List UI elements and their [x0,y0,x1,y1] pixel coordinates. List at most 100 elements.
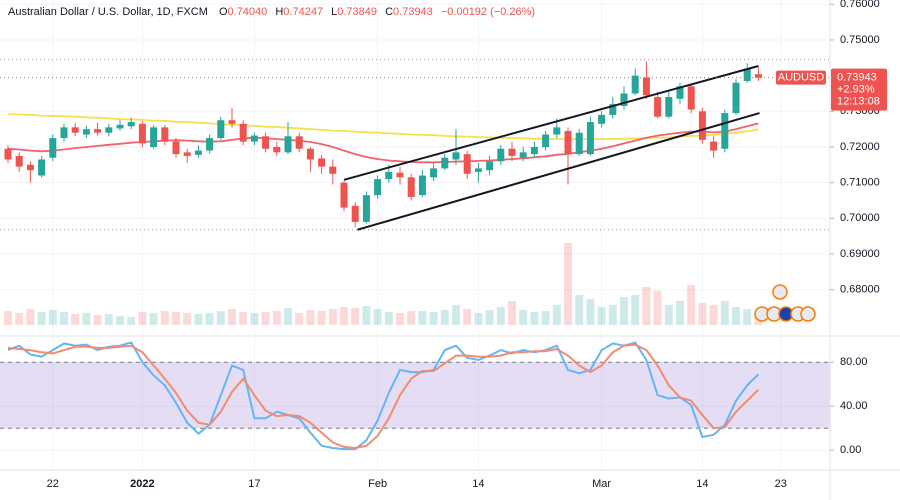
candle-body [250,135,258,142]
axes-layer: 0.680000.690000.700000.710000.720000.730… [47,0,887,490]
volume-bar [239,312,248,325]
price-badge-countdown: 12:13:08 [837,96,880,108]
candle-body [4,148,12,160]
volume-bar [250,313,259,325]
volume-bar [743,309,752,325]
volume-bar [586,299,595,325]
volume-bar [440,310,449,325]
candle-body [329,166,337,174]
x-tick-label: 14 [472,478,484,490]
candle-body [273,146,281,153]
candle-body [385,171,393,180]
event-icon[interactable] [772,284,788,300]
candle-body [508,148,516,156]
candle-body [217,120,225,139]
candle-body [396,172,404,178]
x-tick-label: Feb [368,478,387,490]
ohlc-key: H [275,6,283,18]
volume-bar [149,313,158,325]
candle-body [262,136,270,149]
candle-body [418,175,426,196]
volume-bar [653,291,662,325]
candle-body [575,132,583,155]
candle-body [519,152,527,158]
volume-bar [485,310,494,325]
volume-bar [15,313,24,325]
volume-bar [384,312,393,325]
symbol-title: Australian Dollar / U.S. Dollar, 1D, FXC… [8,6,208,18]
y-tick-label: 80.00 [840,356,868,368]
candle-body [94,129,102,133]
y-tick-label: 0.00 [840,444,861,456]
volume-bar [261,312,270,325]
candle-body [441,157,449,169]
event-icon[interactable] [800,306,816,322]
volume-bar [407,311,416,325]
volume-bar [172,312,180,325]
candle-body [542,134,550,147]
volume-bar [631,295,640,325]
candle-body [306,148,314,160]
volume-bar [687,285,696,325]
oscillator-line [7,343,760,449]
candle-body [530,146,538,155]
candle-body [486,161,494,171]
candle-body [710,141,718,151]
candle-body [228,120,236,124]
plot-layer [0,59,830,451]
volume-bar [709,305,718,325]
volume-bar [429,312,438,325]
x-tick-label: Mar [592,478,611,490]
volume-bar [183,313,192,325]
volume-bar [340,307,348,325]
volume-bar [620,297,628,325]
candle-body [553,127,561,135]
volume-bar [564,243,572,325]
volume-bar [474,313,483,325]
volume-bar [676,301,684,325]
volume-bar [720,301,729,325]
volume-bar [463,309,472,325]
trendline [343,65,759,181]
candle-body [732,82,740,114]
ohlc-key: L [331,6,337,18]
event-icons[interactable] [754,284,816,322]
volume-bar [295,313,304,325]
candle-body [564,130,572,155]
x-tick-label: 17 [248,478,260,490]
volume-bar [351,308,360,325]
candle-body [105,127,113,133]
volume-bar [642,287,651,325]
candle-body [116,124,124,129]
candle-body [15,155,23,167]
volume-bar [317,311,326,325]
volume-bar [160,311,169,325]
candle-body [194,150,202,155]
volume-bar [48,310,57,325]
candle-body [698,111,706,140]
volume-bar [93,315,102,325]
x-tick-label: 14 [696,478,708,490]
volume-bar [373,309,382,325]
candle-body [60,127,68,139]
volume-layer [4,243,763,325]
candle-body [497,148,505,162]
y-tick-label: 0.70000 [840,212,880,224]
x-tick-label: 2022 [130,478,154,490]
ohlc-value: 0.74247 [283,6,323,18]
volume-bar [71,314,80,325]
volume-bar [597,307,606,325]
x-tick-label: 23 [775,478,787,490]
volume-bar [396,313,404,325]
candle-body [407,177,415,197]
candle-body [150,127,158,147]
candle-body [743,68,751,81]
price-badge-price: 0.73943 [837,72,877,84]
candle-body [351,205,359,222]
y-tick-label: 40.00 [840,400,868,412]
candle-body [362,195,370,222]
volume-bar [4,311,12,325]
candle-body [161,127,169,142]
volume-bar [698,303,707,325]
ohlc-value: 0.73849 [337,6,377,18]
